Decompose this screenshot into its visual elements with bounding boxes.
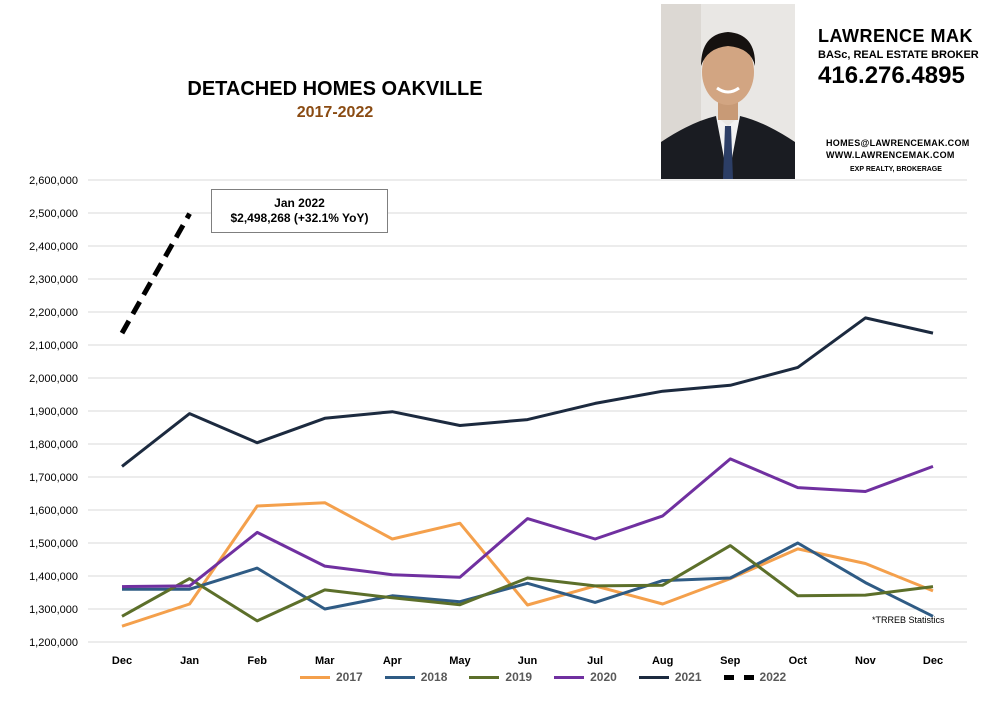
y-tick-label: 1,200,000: [29, 637, 78, 649]
callout-line-1: Jan 2022: [274, 196, 325, 210]
legend-item-2022: 2022: [723, 670, 787, 684]
chart-title: DETACHED HOMES OAKVILLE: [187, 78, 483, 100]
x-tick-label: May: [449, 655, 471, 667]
x-tick-label: Nov: [855, 655, 877, 667]
y-tick-label: 2,400,000: [29, 241, 78, 253]
x-tick-label: Aug: [652, 655, 673, 667]
x-tick-label: Mar: [315, 655, 335, 667]
series-line-2021: [121, 316, 934, 468]
legend-label: 2019: [505, 670, 533, 684]
series-line-2022: [119, 212, 192, 335]
legend-item-2021: 2021: [638, 670, 702, 684]
agent-email[interactable]: HOMES@LAWRENCEMAK.COM: [826, 138, 970, 148]
series-line-2017: [121, 501, 934, 628]
agent-phone[interactable]: 416.276.4895: [818, 62, 965, 89]
agent-photo: [661, 4, 795, 179]
y-tick-label: 2,200,000: [29, 307, 78, 319]
jan-2022-callout: Jan 2022 $2,498,268 (+32.1% YoY): [211, 189, 388, 233]
y-tick-label: 2,300,000: [29, 274, 78, 286]
x-tick-label: Sep: [720, 655, 740, 667]
y-tick-label: 1,700,000: [29, 472, 78, 484]
y-tick-label: 2,100,000: [29, 340, 78, 352]
chart-subtitle: 2017-2022: [296, 104, 374, 121]
y-tick-label: 1,500,000: [29, 538, 78, 550]
series-line-2020: [121, 457, 934, 589]
y-tick-label: 1,600,000: [29, 505, 78, 517]
agent-name: LAWRENCE MAK: [818, 26, 973, 46]
y-tick-label: 2,600,000: [29, 175, 78, 187]
x-tick-label: Jul: [587, 655, 603, 667]
legend-label: 2020: [590, 670, 617, 684]
y-tick-label: 2,000,000: [29, 373, 78, 385]
series-line-2018: [122, 541, 934, 618]
agent-website[interactable]: WWW.LAWRENCEMAK.COM: [826, 150, 955, 160]
legend-label: 2017: [336, 670, 363, 684]
legend-swatch: [384, 675, 415, 679]
agent-role: BASc, REAL ESTATE BROKER: [818, 49, 979, 61]
x-tick-label: Dec: [923, 655, 943, 667]
x-tick-label: Oct: [789, 655, 808, 667]
legend-label: 2022: [759, 670, 787, 684]
legend-swatch: [300, 675, 330, 679]
legend-item-2019: 2019: [469, 670, 532, 684]
legend-swatch: [723, 674, 754, 680]
legend-swatch: [469, 675, 500, 679]
y-tick-label: 2,500,000: [29, 208, 78, 220]
legend-label: 2021: [674, 670, 702, 684]
x-tick-label: Dec: [112, 655, 132, 667]
legend-item-2018: 2018: [384, 670, 448, 684]
legend-label: 2018: [420, 670, 448, 684]
x-tick-label: Feb: [247, 655, 267, 667]
legend-swatch: [554, 675, 585, 679]
y-tick-label: 1,400,000: [29, 571, 78, 583]
y-tick-label: 1,900,000: [29, 406, 78, 418]
y-tick-label: 1,800,000: [29, 439, 78, 451]
x-tick-label: Apr: [383, 655, 403, 667]
agent-brokerage: EXP REALTY, BROKERAGE: [850, 166, 942, 173]
legend-item-2017: 2017: [300, 670, 363, 684]
series-line-2019: [121, 544, 934, 623]
source-note: *TRREB Statistics: [872, 615, 945, 625]
x-tick-label: Jun: [518, 655, 538, 667]
legend-item-2020: 2020: [554, 670, 617, 684]
callout-line-2: $2,498,268 (+32.1% YoY): [230, 211, 369, 225]
x-tick-label: Jan: [180, 655, 199, 667]
chart-legend: 2017 2018 2019 2020 2021 2022: [300, 668, 786, 686]
legend-swatch: [638, 675, 669, 679]
y-tick-label: 1,300,000: [29, 604, 78, 616]
